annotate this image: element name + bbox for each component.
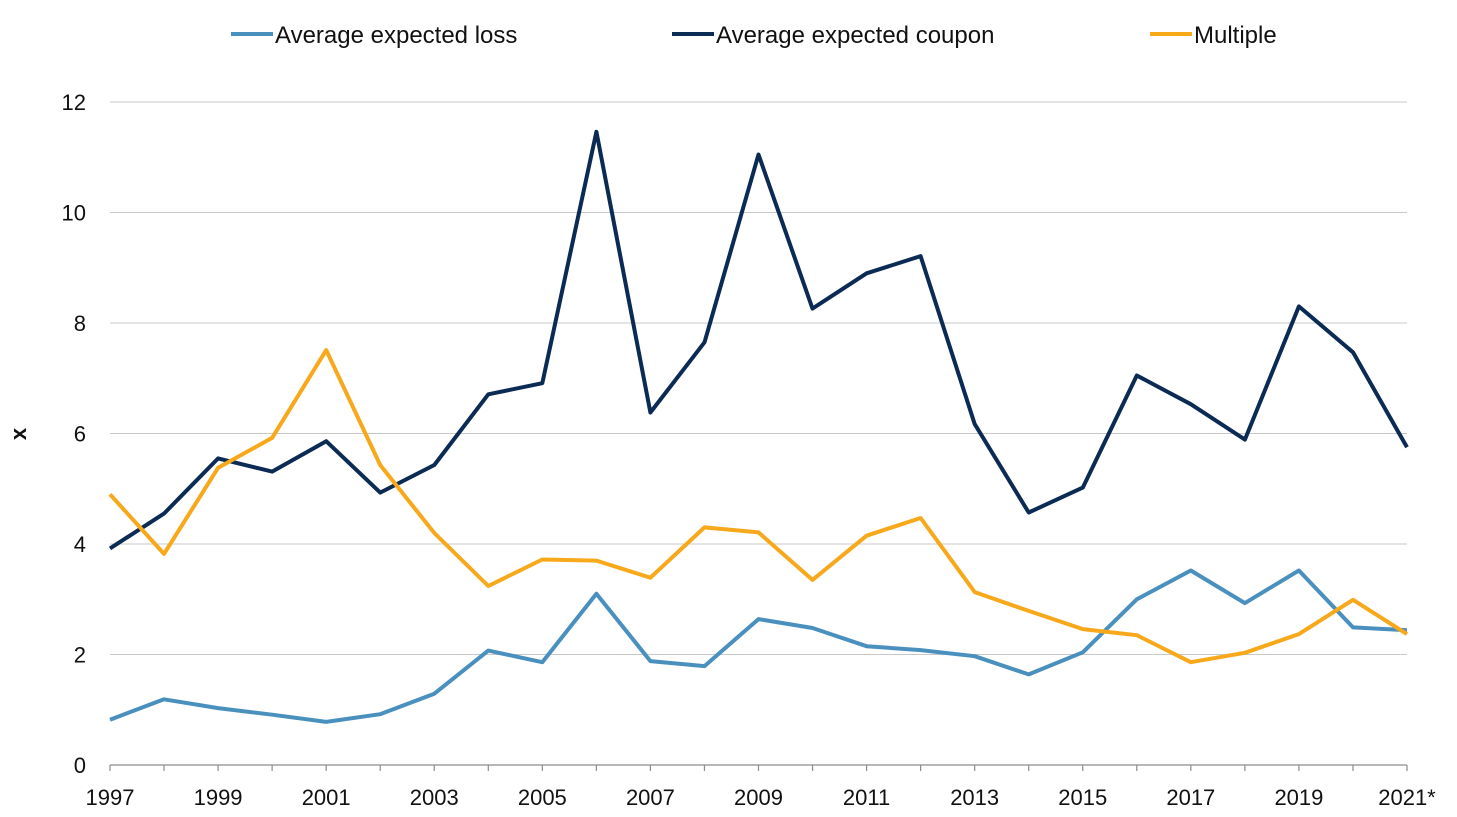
x-tick-label: 2013 <box>950 785 999 810</box>
x-tick-label: 2005 <box>518 785 567 810</box>
legend-label-2: Average expected coupon <box>716 22 994 49</box>
x-tick-label: 2001 <box>302 785 351 810</box>
x-tick-label: 1999 <box>194 785 243 810</box>
y-tick-label: 10 <box>62 201 86 226</box>
series-line-1 <box>109 568 1408 724</box>
y-tick-label: 2 <box>74 643 86 668</box>
y-tick-label: 12 <box>62 90 86 115</box>
x-tick-label: 2007 <box>626 785 675 810</box>
x-tick-label: 2017 <box>1166 785 1215 810</box>
x-tick-label: 2009 <box>734 785 783 810</box>
series-line-3 <box>108 348 1409 665</box>
y-tick-label: 8 <box>74 311 86 336</box>
series-lines <box>108 129 1409 724</box>
y-axis-title: x <box>6 427 31 440</box>
gridlines <box>110 101 1407 655</box>
y-tick-label: 6 <box>74 422 86 447</box>
series-line-2 <box>108 129 1409 551</box>
x-tick-label: 2015 <box>1058 785 1107 810</box>
x-tick-label: 2019 <box>1274 785 1323 810</box>
y-tick-label: 0 <box>74 753 86 778</box>
x-tick-label: 1997 <box>86 785 135 810</box>
y-tick-label: 4 <box>74 532 86 557</box>
x-tick-label: 2011 <box>843 785 890 810</box>
x-tick-label: 2021* <box>1378 785 1436 810</box>
legend: Average expected loss Average expected co… <box>231 22 1277 49</box>
x-axis: 1997 1999 2001 2003 2005 2007 2009 2011 2013 2015… <box>86 764 1436 810</box>
y-axis-ticks: 0 2 4 6 8 10 12 <box>62 90 86 778</box>
x-tick-label: 2003 <box>410 785 459 810</box>
legend-label-1: Average expected loss <box>275 22 517 49</box>
legend-label-3: Multiple <box>1194 22 1277 49</box>
